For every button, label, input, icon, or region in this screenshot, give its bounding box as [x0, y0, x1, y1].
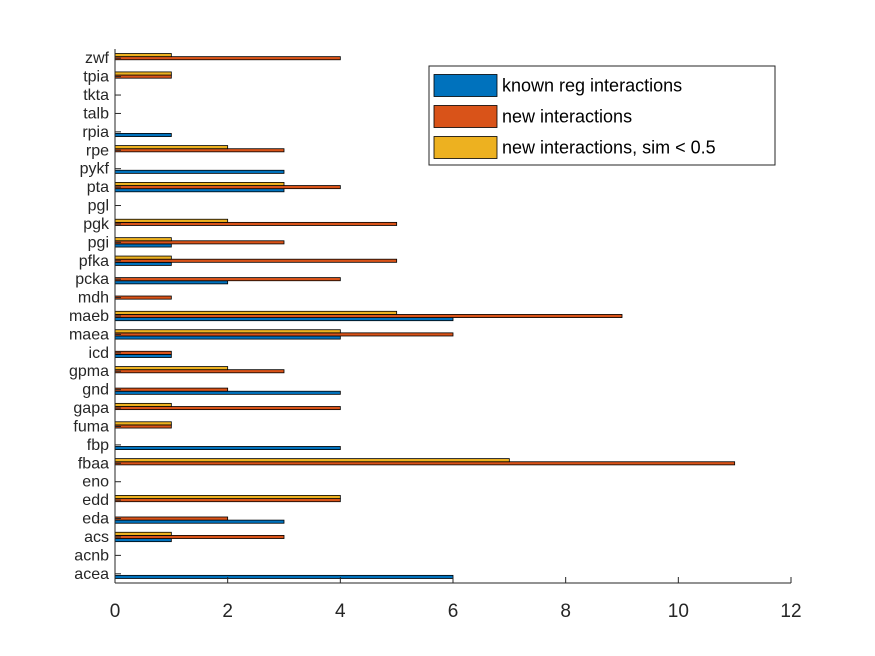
y-tick-label-acnb: acnb: [74, 547, 109, 564]
bar-pta-known-reg-interactions: [114, 188, 285, 193]
bar-eda-new-interactions: [114, 516, 229, 521]
legend-swatch-new-interactions: [433, 105, 498, 128]
y-tick-label-pta: pta: [87, 179, 109, 196]
x-tick-label-6: 6: [448, 601, 459, 622]
bar-gpma-new-interactions: [114, 369, 285, 374]
bar-rpe-new-interactions: [114, 148, 285, 153]
legend-label-new-interactions: new interactions: [502, 107, 632, 127]
y-tick-label-rpe: rpe: [86, 142, 109, 159]
bar-acea-known-reg-interactions: [114, 574, 454, 579]
x-tick-label-0: 0: [110, 601, 121, 622]
bar-edd-new-interactions: [114, 498, 341, 503]
y-tick-label-mdh: mdh: [78, 290, 109, 307]
bar-acs-known-reg-interactions: [114, 538, 172, 543]
y-tick-label-icd: icd: [89, 345, 109, 362]
x-tick-label-4: 4: [335, 601, 346, 622]
bar-tpia-new-interactions-sim-0-5: [114, 71, 172, 76]
bar-pfka-known-reg-interactions: [114, 261, 172, 266]
bar-pgk-new-interactions: [114, 221, 398, 226]
bar-maea-new-interactions: [114, 332, 454, 337]
x-tick-label-12: 12: [780, 601, 801, 622]
bar-eda-known-reg-interactions: [114, 519, 285, 524]
bar-acs-new-interactions: [114, 535, 285, 539]
bars-group: [114, 53, 736, 579]
y-tick-label-fuma: fuma: [73, 418, 109, 435]
bar-gnd-known-reg-interactions: [114, 390, 341, 395]
y-tick-label-eda: eda: [82, 511, 109, 528]
y-tick-label-tpia: tpia: [83, 69, 109, 86]
bar-pfka-new-interactions-sim-0-5: [114, 255, 172, 260]
x-tick-label-10: 10: [668, 601, 689, 622]
bar-rpia-known-reg-interactions: [114, 133, 172, 137]
y-tick-label-eno: eno: [82, 474, 109, 491]
bar-pgi-new-interactions-sim-0-5: [114, 237, 172, 242]
y-tick-label-pcka: pcka: [75, 271, 109, 288]
bar-pgk-new-interactions-sim-0-5: [114, 218, 229, 223]
bar-fuma-new-interactions-sim-0-5: [114, 421, 172, 426]
x-tick-label-2: 2: [222, 601, 233, 622]
legend-swatch-known-reg-interactions: [433, 74, 498, 97]
bar-zwf-new-interactions: [114, 56, 341, 61]
bar-pgi-known-reg-interactions: [114, 243, 172, 248]
bar-pfka-new-interactions: [114, 258, 398, 263]
y-tick-label-maea: maea: [69, 326, 109, 343]
y-tick-label-acs: acs: [84, 529, 109, 546]
bar-maeb-new-interactions-sim-0-5: [114, 310, 398, 315]
bar-pykf-known-reg-interactions: [114, 169, 285, 174]
bar-maeb-known-reg-interactions: [114, 317, 454, 322]
bar-fbaa-new-interactions-sim-0-5: [114, 458, 510, 463]
bar-gapa-new-interactions: [114, 406, 341, 411]
bar-rpe-new-interactions-sim-0-5: [114, 145, 229, 150]
bar-pgi-new-interactions: [114, 240, 285, 245]
y-tick-label-pgl: pgl: [88, 198, 109, 215]
y-tick-label-rpia: rpia: [82, 124, 109, 141]
legend-swatch-new-interactions-sim-0-5: [433, 136, 498, 159]
bar-pta-new-interactions-sim-0-5: [114, 182, 285, 186]
bar-acs-new-interactions-sim-0-5: [114, 531, 172, 536]
y-tick-label-tkta: tkta: [83, 87, 109, 104]
y-tick-label-gapa: gapa: [73, 400, 109, 417]
bar-pcka-known-reg-interactions: [114, 280, 229, 285]
bar-pta-new-interactions: [114, 185, 341, 190]
bar-gnd-new-interactions: [114, 387, 229, 392]
y-tick-label-edd: edd: [82, 492, 109, 509]
bar-icd-known-reg-interactions: [114, 353, 172, 358]
y-tick-label-pgk: pgk: [83, 216, 110, 233]
y-tick-label-fbaa: fbaa: [78, 455, 109, 472]
bar-fbp-known-reg-interactions: [114, 446, 341, 450]
y-tick-label-pfka: pfka: [79, 253, 109, 270]
y-tick-label-acea: acea: [74, 566, 109, 583]
bar-gapa-new-interactions-sim-0-5: [114, 402, 172, 407]
y-tick-label-gnd: gnd: [82, 382, 109, 399]
y-tick-label-talb: talb: [83, 105, 109, 122]
legend-label-known-reg-interactions: known reg interactions: [502, 76, 682, 96]
bar-mdh-new-interactions: [114, 295, 172, 300]
bar-zwf-new-interactions-sim-0-5: [114, 53, 172, 58]
y-tick-label-fbp: fbp: [87, 437, 109, 454]
bar-maea-known-reg-interactions: [114, 335, 341, 340]
bar-tpia-new-interactions: [114, 74, 172, 79]
y-tick-label-pykf: pykf: [80, 161, 110, 178]
bar-fuma-new-interactions: [114, 424, 172, 429]
bar-edd-new-interactions-sim-0-5: [114, 495, 341, 499]
bar-maea-new-interactions-sim-0-5: [114, 329, 341, 334]
x-tick-label-8: 8: [560, 601, 571, 622]
bar-fbaa-new-interactions: [114, 461, 736, 466]
y-tick-label-maeb: maeb: [69, 308, 109, 325]
bar-maeb-new-interactions: [114, 314, 623, 318]
y-tick-label-pgi: pgi: [88, 234, 109, 251]
y-tick-label-zwf: zwf: [85, 50, 110, 67]
legend-label-new-interactions-sim-0-5: new interactions, sim < 0.5: [502, 138, 716, 158]
bar-gpma-new-interactions-sim-0-5: [114, 366, 229, 371]
bar-icd-new-interactions: [114, 350, 172, 355]
y-tick-label-gpma: gpma: [69, 363, 109, 380]
bar-pcka-new-interactions: [114, 277, 341, 282]
legend: known reg interactions new interactions ne…: [428, 65, 776, 166]
